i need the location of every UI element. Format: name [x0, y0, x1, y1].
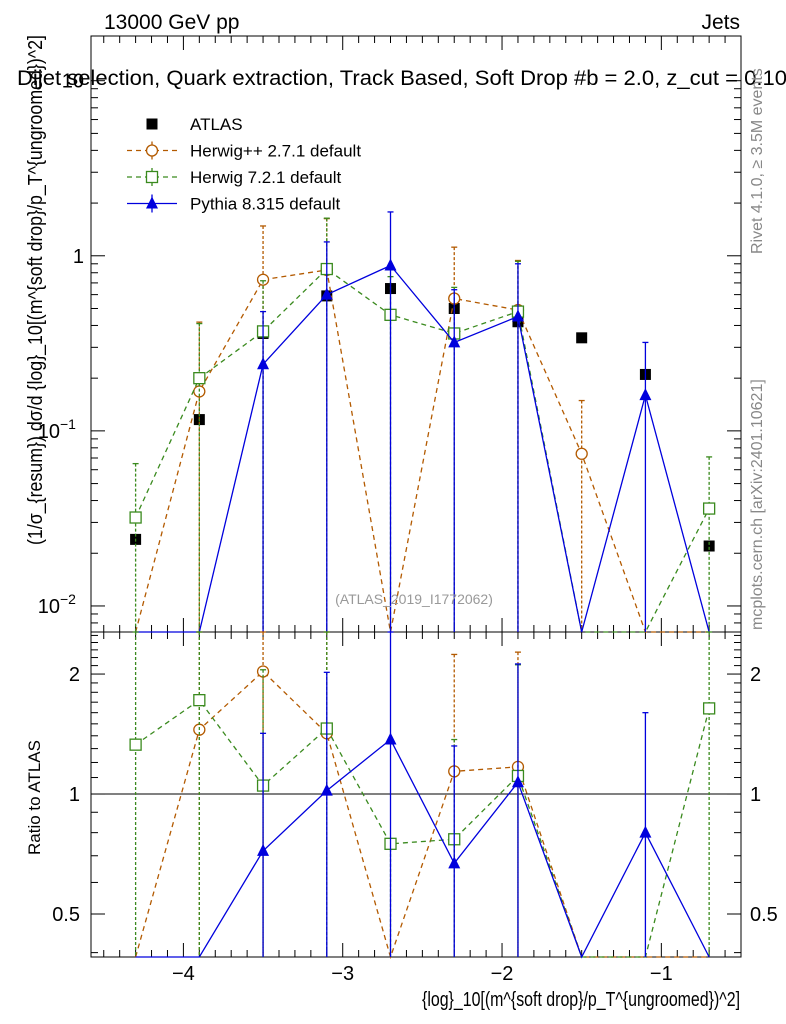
data-point — [384, 732, 397, 745]
legend-label: Herwig++ 2.7.1 default — [190, 142, 361, 161]
series-atlas — [130, 283, 715, 552]
y-tick-label: 10 — [38, 421, 60, 443]
data-point — [576, 332, 588, 344]
rivet-version-label: Rivet 4.1.0, ≥ 3.5M events — [749, 68, 766, 254]
series-line-pythia-8-315-default — [135, 264, 710, 633]
mcplots-label: mcplots.cern.ch [arXiv:2401.10621] — [749, 379, 766, 630]
data-point — [193, 372, 206, 385]
data-point — [702, 502, 716, 515]
data-point — [257, 843, 270, 856]
x-tick-label: −2 — [491, 963, 514, 985]
series-pythia-8-315-default — [135, 631, 710, 959]
data-point — [511, 775, 524, 788]
plot-title: Dijet selection, Quark extraction, Track… — [17, 67, 786, 90]
data-point — [193, 694, 206, 707]
data-point — [320, 287, 333, 300]
x-tick-label: −3 — [331, 963, 354, 985]
data-point — [320, 783, 333, 796]
data-point — [702, 702, 716, 715]
series-herwig-7-2-1-default — [129, 217, 716, 633]
x-tick-label: −4 — [172, 963, 195, 985]
y-tick-label: 10 — [62, 71, 84, 93]
header-energy-label: 13000 GeV pp — [104, 11, 239, 34]
ratio-tick-label-right: 2 — [750, 664, 761, 686]
legend: ATLAS Herwig++ 2.7.1 default Herwig 7.2.1 … — [127, 115, 361, 214]
legend-label: Pythia 8.315 default — [190, 195, 341, 214]
legend-label: Herwig 7.2.1 default — [190, 168, 341, 187]
data-point — [639, 388, 652, 401]
legend-marker — [146, 118, 158, 130]
series-line-herwig-2-7-1-default — [134, 670, 710, 960]
series-line-pythia-8-315-default — [135, 738, 710, 959]
data-point — [639, 825, 652, 838]
y-tick-label: 1 — [73, 246, 84, 268]
header-jets-label: Jets — [701, 11, 740, 34]
ratio-tick-label-right: 1 — [750, 784, 761, 806]
analysis-watermark: (ATLAS_2019_I1772062) — [335, 591, 493, 607]
data-point — [129, 738, 142, 751]
ratio-tick-label-right: 0.5 — [750, 904, 778, 926]
data-point — [575, 447, 588, 460]
legend-label: ATLAS — [190, 115, 243, 134]
legend-marker — [146, 196, 158, 209]
data-point — [257, 357, 270, 370]
ratio-tick-label: 1 — [69, 784, 80, 806]
y-tick-label-exponent: −2 — [60, 591, 76, 607]
data-point — [256, 273, 270, 286]
data-point — [384, 258, 397, 271]
lower-y-axis-label: Ratio to ATLAS — [25, 740, 44, 855]
y-tick-label-exponent: −1 — [60, 416, 76, 432]
legend-marker — [145, 144, 159, 157]
data-point — [129, 511, 142, 524]
data-point — [448, 856, 461, 869]
upper-series-group — [129, 211, 716, 633]
ratio-tick-label: 0.5 — [52, 904, 80, 926]
y-tick-label: 10 — [38, 596, 60, 618]
lower-series-group — [129, 631, 716, 960]
x-tick-label: −1 — [650, 963, 673, 985]
upper-y-axis-label: (1/σ_{resum}) dσ/d {log}_10[(m^{soft dro… — [25, 35, 47, 545]
series-herwig-2-7-1-default — [134, 217, 710, 633]
series-line-herwig-7-2-1-default — [135, 268, 710, 633]
legend-marker — [145, 170, 159, 184]
x-axis-label: {log}_10[(m^{soft drop}/p_T^{ungroomed})… — [422, 989, 740, 1011]
series-pythia-8-315-default — [135, 211, 710, 633]
data-point — [703, 540, 715, 552]
ratio-tick-label: 2 — [69, 664, 80, 686]
upper-plot-frame — [90, 35, 742, 633]
data-point — [511, 309, 524, 322]
data-point — [448, 335, 461, 348]
series-line-herwig-7-2-1-default — [135, 699, 710, 958]
